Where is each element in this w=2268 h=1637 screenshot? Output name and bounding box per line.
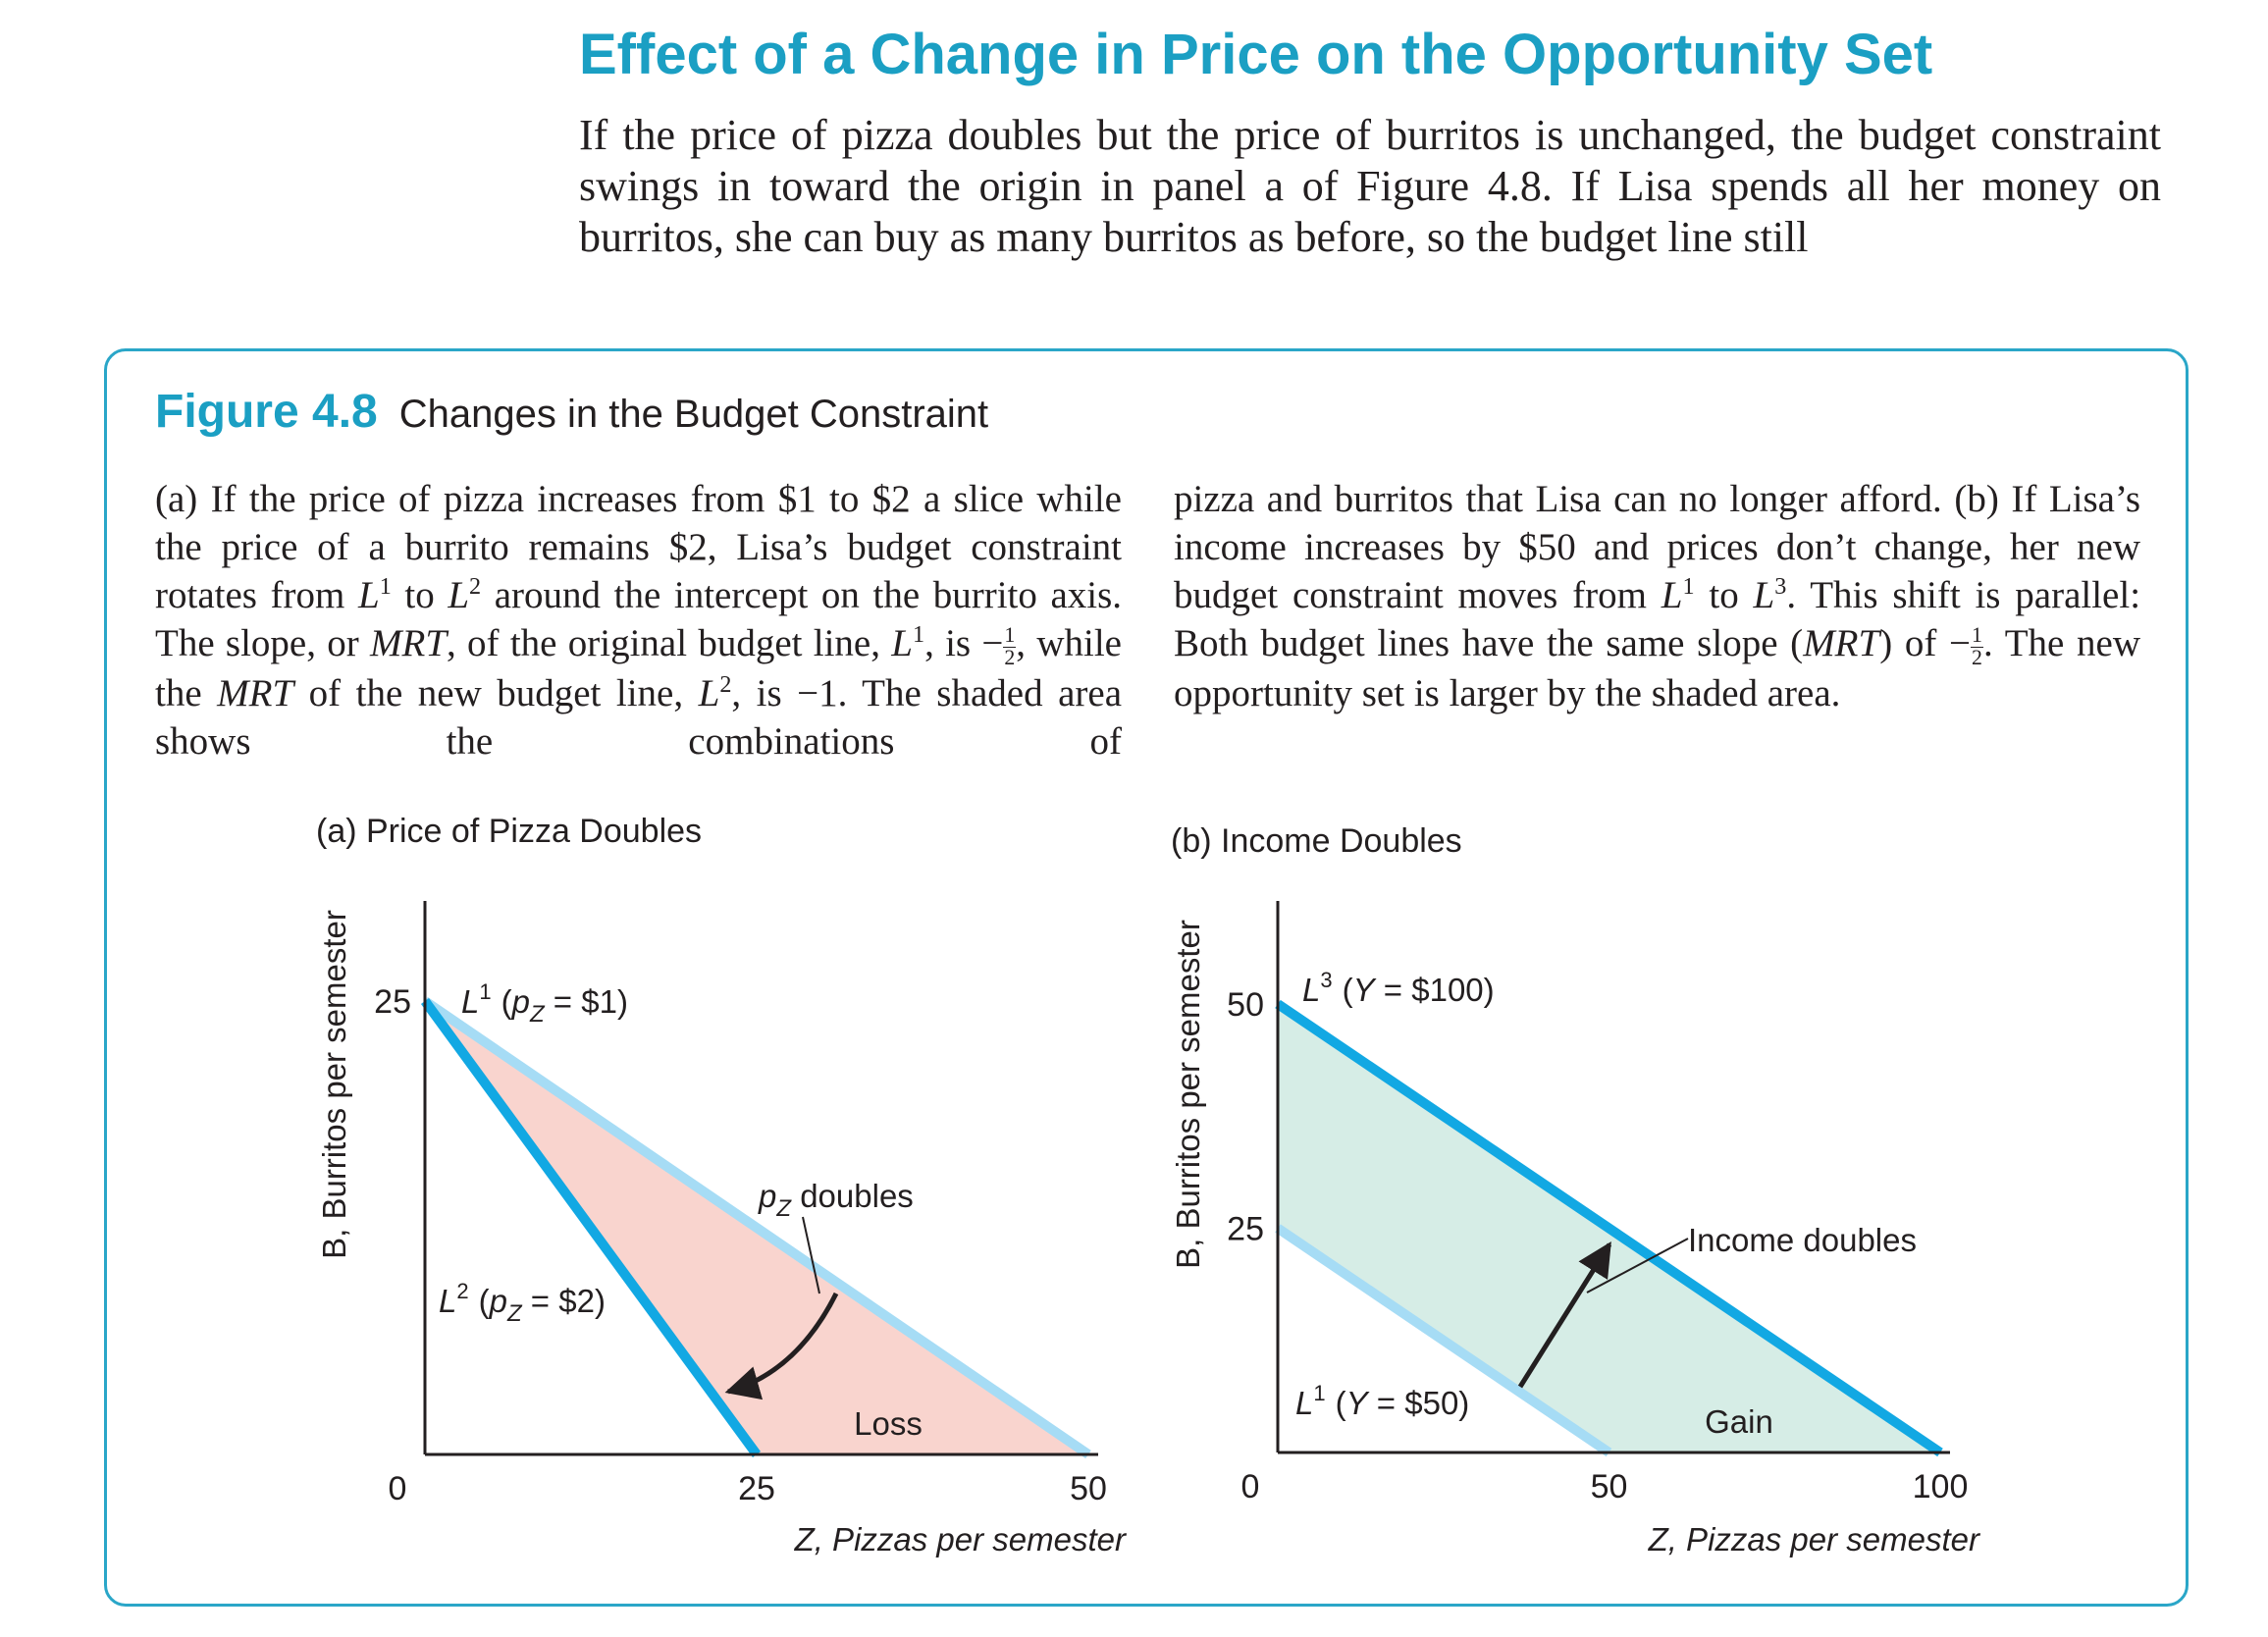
caption-sup: 1 bbox=[379, 573, 392, 600]
caption-text: around the intercept on the burrito axis… bbox=[155, 574, 1123, 664]
panel-b: (b) Income Doubles 0 50 100 25 50 Z, Piz… bbox=[1170, 822, 1981, 1558]
panel-a-y-axis-label: B, Burritos per semester bbox=[316, 910, 352, 1259]
caption-text: (a) If the price of pizza increases from… bbox=[155, 478, 1122, 616]
caption-sup: 1 bbox=[912, 621, 925, 648]
panel-b-gain-label: Gain bbox=[1705, 1403, 1773, 1440]
caption-right-column: pizza and burritos that Lisa can no long… bbox=[1174, 475, 2140, 717]
panel-b-title: (b) Income Doubles bbox=[1171, 822, 1462, 860]
caption-sup: 1 bbox=[1682, 573, 1695, 600]
section-title: Effect of a Change in Price on the Oppor… bbox=[579, 23, 1933, 86]
caption-math: MRT bbox=[1803, 622, 1880, 664]
caption-math: L bbox=[448, 574, 470, 616]
caption-math: L bbox=[891, 622, 913, 664]
panel-b-x-tick-100: 100 bbox=[1913, 1468, 1969, 1505]
figure-heading: Figure 4.8 Changes in the Budget Constrai… bbox=[155, 385, 988, 439]
panel-b-l1-label: L1 (Y = $50) bbox=[1295, 1381, 1469, 1421]
caption-sup: 2 bbox=[719, 671, 732, 699]
caption-text: , while the bbox=[155, 622, 1122, 715]
figure-title: Changes in the Budget Constraint bbox=[398, 393, 989, 436]
panel-a-l2-label: L2 (pZ = $2) bbox=[439, 1279, 606, 1327]
panel-b-x-axis-label: Z, Pizzas per semester bbox=[1648, 1521, 1981, 1558]
panel-a: (a) Price of Pizza Doubles 0 25 50 25 Z,… bbox=[316, 813, 1128, 1558]
panel-a-x-axis-label: Z, Pizzas per semester bbox=[794, 1521, 1128, 1558]
caption-math: MRT bbox=[217, 672, 294, 715]
panel-a-x-tick-50: 50 bbox=[1070, 1470, 1107, 1507]
caption-math: L bbox=[1753, 574, 1775, 616]
panel-a-line-l1 bbox=[422, 996, 1091, 1459]
caption-sup: 3 bbox=[1774, 573, 1787, 600]
panel-b-x-tick-50: 50 bbox=[1591, 1468, 1628, 1505]
panel-b-line-l1 bbox=[1275, 1224, 1612, 1457]
intro-paragraph: If the price of pizza doubles but the pr… bbox=[579, 111, 2161, 261]
panel-a-rotation-arrow bbox=[724, 1292, 839, 1400]
caption-text: pizza and burritos that Lisa can no long… bbox=[1174, 478, 2140, 616]
caption-left-column: (a) If the price of pizza increases from… bbox=[155, 475, 1122, 766]
figure-number: Figure 4.8 bbox=[155, 386, 378, 438]
caption-text: . The new opportunity set is larger by t… bbox=[1174, 622, 2140, 715]
panel-b-l3-label: L3 (Y = $100) bbox=[1302, 968, 1495, 1008]
panel-a-x-tick-25: 25 bbox=[738, 1470, 775, 1507]
panel-b-income-doubles-label: Income doubles bbox=[1688, 1222, 1917, 1258]
figure-box bbox=[104, 348, 2189, 1607]
caption-sup: 2 bbox=[469, 573, 482, 600]
panel-b-shift-arrow bbox=[1517, 1241, 1612, 1389]
panel-b-y-tick-50: 50 bbox=[1227, 986, 1264, 1024]
caption-text: ) of − bbox=[1879, 622, 1972, 664]
panel-b-y-tick-25: 25 bbox=[1227, 1211, 1264, 1248]
panel-a-title: (a) Price of Pizza Doubles bbox=[316, 813, 702, 850]
caption-text: of the new budget line, bbox=[308, 672, 684, 715]
caption-math: L bbox=[698, 672, 720, 715]
caption-text: to bbox=[404, 574, 435, 616]
panel-a-pz-doubles-label: pZ doubles bbox=[758, 1178, 914, 1222]
caption-math: MRT bbox=[370, 622, 448, 664]
caption-text: , is −1. The shaded area shows the combi… bbox=[155, 672, 1123, 764]
caption-text: , is − bbox=[924, 622, 1004, 664]
panel-a-x-tick-0: 0 bbox=[389, 1470, 407, 1507]
panel-b-line-l3 bbox=[1275, 999, 1943, 1457]
caption-text: . This shift is parallel: Both budget li… bbox=[1174, 574, 2141, 664]
panel-a-line-l2 bbox=[420, 998, 762, 1457]
panel-b-leader-line bbox=[1586, 1238, 1689, 1294]
panel-a-l1-label: L1 (pZ = $1) bbox=[461, 979, 628, 1028]
panel-a-y-tick-25: 25 bbox=[374, 983, 411, 1021]
panel-b-x-tick-0: 0 bbox=[1241, 1468, 1260, 1505]
caption-text: , of the original budget line, bbox=[447, 622, 880, 664]
panel-a-leader-line bbox=[802, 1216, 820, 1294]
panel-a-loss-label: Loss bbox=[854, 1405, 923, 1442]
caption-math: L bbox=[1661, 574, 1683, 616]
caption-text: to bbox=[1709, 574, 1739, 616]
caption-math: L bbox=[357, 574, 380, 616]
panel-b-y-axis-label: B, Burritos per semester bbox=[1170, 920, 1206, 1269]
